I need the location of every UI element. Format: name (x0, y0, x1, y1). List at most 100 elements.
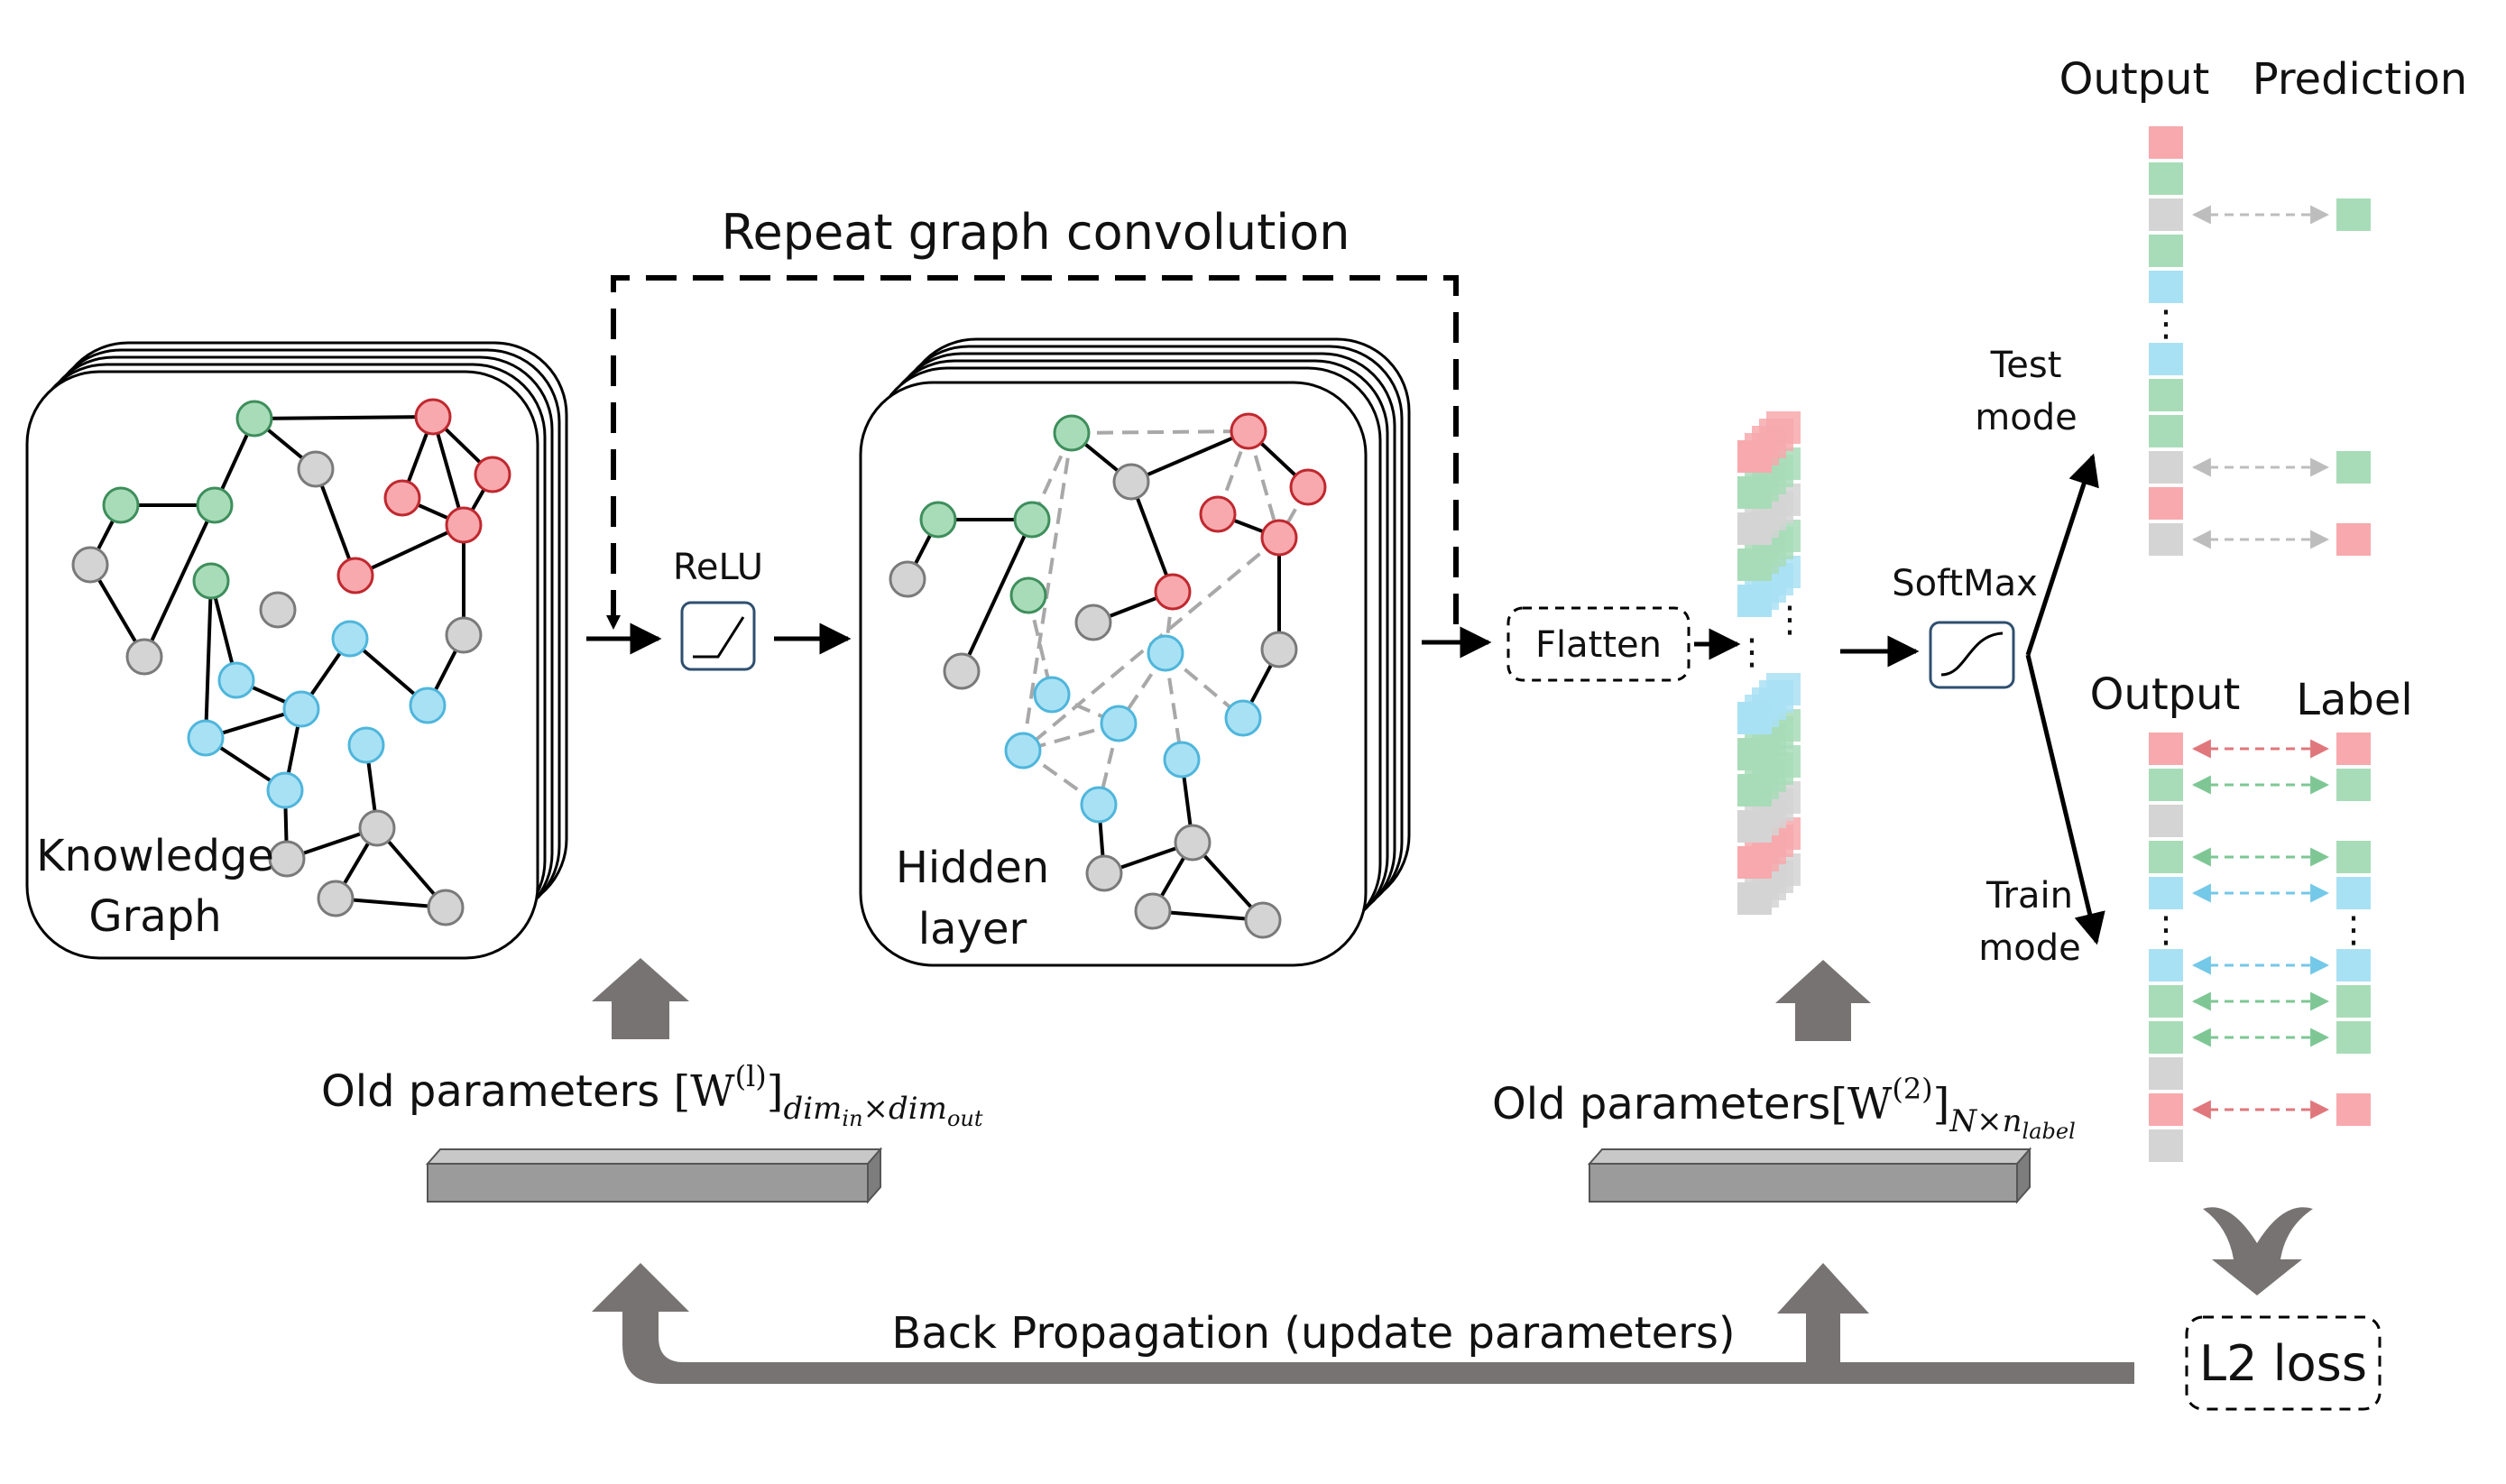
train-mode-line2: mode (1978, 927, 2080, 969)
label-ellipsis: ⋮ (2336, 909, 2372, 951)
output-cell-blue (2149, 343, 2183, 375)
label-cell-green (2336, 769, 2371, 801)
output-cell-red (2149, 733, 2183, 765)
kg-node-green (235, 400, 273, 438)
up-arrow-2 (1775, 960, 1871, 1041)
output-cell-green (2149, 379, 2183, 411)
test-output-panel: Output Prediction ⋮ (2059, 54, 2467, 556)
hidden-node-red (1230, 412, 1267, 450)
hidden-node-red (1260, 519, 1298, 557)
kg-node-gray (125, 638, 163, 676)
kg-node-gray (268, 840, 306, 878)
kg-node-green (102, 486, 140, 524)
kg-node-gray (317, 880, 355, 917)
flatten-cell-gray (1737, 810, 1772, 843)
label-cell-red (2336, 1093, 2371, 1126)
test-mode-line1: Test (1990, 345, 2062, 386)
flatten-cell-green (1737, 476, 1772, 509)
output-cell-gray (2149, 1057, 2183, 1090)
hidden-edge-dashed (1021, 432, 1073, 751)
output-cell-green (2149, 985, 2183, 1018)
kg-node-blue (282, 690, 320, 728)
output-ellipsis: ⋮ (2148, 909, 2184, 951)
output-cell-gray (2149, 451, 2183, 484)
param-block-2: Old parameters[W(2)]N×nlabel (1492, 960, 2076, 1204)
kg-node-green (192, 562, 230, 600)
softmax-label: SoftMax (1892, 563, 2038, 604)
kg-edge (253, 415, 434, 420)
output-heading-test: Output (2059, 54, 2210, 105)
hidden-edge (1129, 481, 1175, 593)
kg-label-line1: Knowledge (36, 831, 274, 881)
hidden-edge (1130, 429, 1249, 484)
hidden-node-blue (1033, 676, 1071, 714)
kg-node-red (414, 398, 452, 436)
flatten-cell-red (1737, 846, 1772, 879)
kg-node-gray (358, 809, 396, 847)
label-cell-blue (2336, 877, 2371, 909)
back-propagation: Back Propagation (update parameters) (592, 1263, 2134, 1384)
hidden-edge-dashed (1247, 430, 1281, 539)
hidden-node-green (919, 501, 957, 539)
hidden-node-blue (1147, 634, 1184, 672)
kg-node-red (336, 557, 374, 595)
relu-label: ReLU (673, 547, 763, 588)
test-output-column: ⋮ (2148, 126, 2371, 556)
output-cell-gray (2149, 1129, 2183, 1162)
output-cell-green (2149, 841, 2183, 873)
flatten-cell-green (1737, 774, 1772, 807)
prediction-cell-green (2336, 198, 2371, 231)
output-cell-blue (2149, 271, 2183, 303)
kg-node-green (196, 486, 234, 524)
kg-node-blue (187, 719, 225, 757)
knowledge-graph-stack: Knowledge Graph (25, 341, 568, 960)
param-block-1: Old parameters [W(l)]dimin×dimout (321, 958, 983, 1204)
hidden-node-gray (1260, 631, 1298, 668)
knowledge-graph-nodes (71, 398, 511, 926)
label-cell-green (2336, 985, 2371, 1018)
output-cell-green (2149, 235, 2183, 267)
output-cell-green (2149, 162, 2183, 195)
kg-edge (431, 416, 465, 526)
flatten-ellipsis-2: ⋮ (1734, 631, 1770, 673)
softmax-block: SoftMax Test mode Train mode (1840, 345, 2105, 969)
label-cell-red (2336, 733, 2371, 765)
test-mode-line2: mode (1975, 397, 2077, 438)
output-cell-green (2149, 769, 2183, 801)
train-output-panel: Output Label ⋮ ⋮ (2090, 669, 2413, 1162)
flatten-cell-green (1737, 548, 1772, 581)
old-params-2: Old parameters[W(2)]N×nlabel (1492, 1072, 2076, 1144)
kg-edge (204, 580, 213, 739)
hidden-edge (960, 519, 1034, 672)
output-cell-blue (2149, 949, 2183, 982)
output-cell-gray (2149, 523, 2183, 556)
flatten-cell-gray (1737, 882, 1772, 915)
hidden-node-gray (1134, 892, 1172, 930)
kg-node-red (383, 479, 421, 517)
prediction-heading: Prediction (2253, 54, 2467, 105)
kg-node-blue (409, 687, 447, 724)
back-prop-arrow-2 (1777, 1263, 1869, 1371)
kg-node-gray (427, 889, 465, 926)
label-cell-blue (2336, 949, 2371, 982)
hidden-node-gray (943, 652, 981, 690)
hidden-node-blue (1100, 705, 1138, 742)
kg-edge (355, 523, 465, 577)
kg-edge (143, 504, 217, 658)
loss-down-arrow (2203, 1207, 2313, 1295)
label-cell-green (2336, 1021, 2371, 1054)
hidden-layer-nodes (889, 412, 1327, 939)
output-heading-train: Output (2090, 669, 2241, 720)
hidden-node-green (1053, 414, 1091, 452)
output-cell-green (2149, 415, 2183, 447)
old-params-1: Old parameters [W(l)]dimin×dimout (321, 1059, 983, 1131)
l2-loss-label: L2 loss (2199, 1335, 2367, 1392)
label-cell-green (2336, 841, 2371, 873)
kg-node-blue (266, 771, 304, 809)
kg-node-blue (347, 726, 385, 764)
hidden-node-red (1199, 495, 1237, 533)
flatten-cell-red (1737, 440, 1772, 473)
flatten-label: Flatten (1535, 624, 1662, 666)
back-prop-arrow-1 (592, 1263, 2134, 1384)
